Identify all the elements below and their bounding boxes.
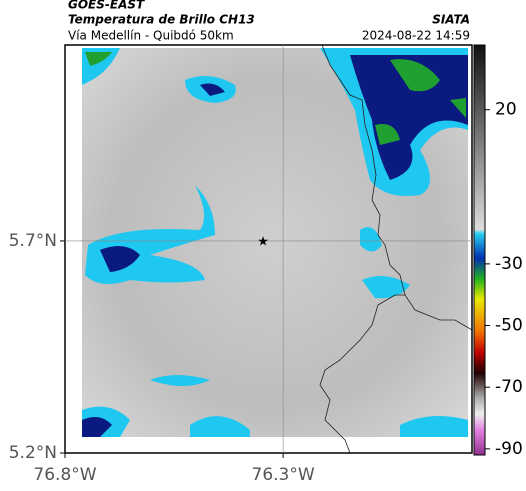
source: GOES-EAST bbox=[68, 0, 145, 12]
x-tick-label: 76.8°W bbox=[33, 465, 96, 485]
colorbar-label: -90 bbox=[495, 439, 523, 459]
title: Temperatura de Brillo CH13 bbox=[68, 13, 255, 27]
x-tick-label: 76.3°W bbox=[252, 465, 315, 485]
datetime: 2024-08-22 14:59 bbox=[362, 29, 470, 43]
colorbar-label: -30 bbox=[495, 254, 523, 274]
colorbar-label: -70 bbox=[495, 377, 523, 397]
marker: ★ bbox=[257, 234, 269, 249]
borders bbox=[319, 44, 473, 454]
colorbar-label: -50 bbox=[495, 316, 523, 336]
y-tick-label: 5.7°N bbox=[9, 231, 57, 251]
imagery bbox=[82, 48, 468, 437]
agency: SIATA bbox=[432, 13, 470, 27]
colorbar bbox=[473, 44, 486, 456]
y-tick-label: 5.2°N bbox=[9, 443, 57, 463]
colorbar-label: 20 bbox=[495, 100, 517, 120]
map-frame bbox=[64, 44, 473, 454]
subtitle: Vía Medellín - Quibdó 50km bbox=[68, 29, 234, 43]
